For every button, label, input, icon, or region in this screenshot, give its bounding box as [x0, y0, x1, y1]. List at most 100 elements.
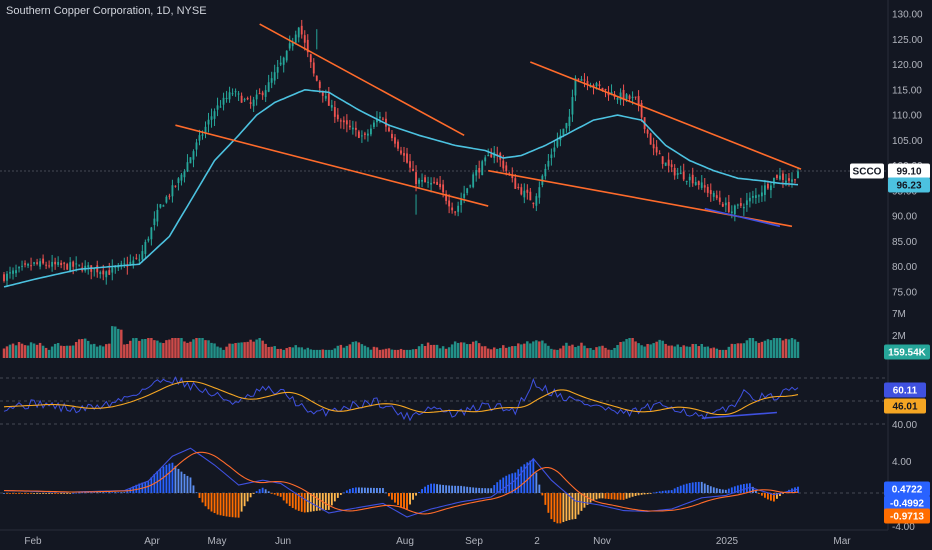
volume-bar: [514, 346, 517, 358]
volume-bar: [718, 349, 722, 358]
candle-body: [300, 25, 303, 35]
volume-bar: [216, 346, 219, 358]
candle-body: [369, 128, 372, 135]
price-tick-label: 130.00: [892, 10, 923, 21]
candle-body: [472, 174, 475, 188]
candle-body: [258, 93, 261, 95]
candle-body: [709, 190, 712, 195]
macd-histogram-bar: [360, 487, 363, 493]
rsi-signal-tag-bg: [884, 398, 926, 414]
macd-histogram-bar: [532, 459, 535, 493]
candle-body: [252, 99, 255, 107]
volume-bar: [550, 348, 553, 358]
macd-histogram-bar: [475, 487, 478, 493]
candle-body: [694, 182, 697, 186]
macd-histogram-bar: [394, 493, 396, 503]
candle-body: [135, 257, 138, 259]
symbol-tag: SCCO: [853, 167, 882, 178]
volume-bar: [538, 341, 541, 358]
candle-body: [791, 179, 793, 182]
macd-histogram-bar: [300, 493, 303, 512]
macd-histogram-bar: [258, 489, 261, 493]
volume-bar: [459, 342, 463, 358]
candle-body: [105, 271, 108, 278]
volume-bar: [321, 349, 325, 358]
candle-body: [129, 261, 132, 265]
macd-value-tag-bg: [884, 481, 930, 497]
volume-bar: [447, 347, 451, 358]
volume-bar: [553, 349, 556, 358]
candle-body: [45, 264, 48, 266]
volume-bar: [99, 345, 102, 358]
macd-histogram-bar: [273, 493, 276, 495]
macd-histogram-bar: [472, 487, 475, 493]
macd-histogram-bar: [538, 484, 541, 493]
macd-histogram-bar: [607, 493, 610, 500]
candle-body: [156, 209, 159, 222]
candle-body: [177, 178, 180, 183]
trendline-1: [259, 23, 465, 137]
macd-histogram-bar: [315, 493, 318, 511]
macd-histogram-bar: [766, 493, 769, 500]
candle-body: [703, 185, 706, 188]
macd-histogram-bar: [369, 487, 372, 493]
volume-bar: [390, 349, 394, 358]
volume-bar: [180, 338, 183, 358]
time-tick-label: Mar: [833, 536, 851, 547]
candle-body: [397, 141, 399, 149]
volume-bar: [601, 345, 604, 358]
candle-body: [99, 272, 102, 274]
candle-body: [556, 139, 559, 147]
macd-histogram-bar: [664, 490, 667, 493]
candle-body: [478, 168, 481, 173]
candle-body: [114, 267, 117, 269]
macd-histogram-bar: [183, 473, 186, 493]
volume-bar: [291, 347, 294, 358]
candle-body: [715, 195, 718, 199]
candle-body: [348, 125, 351, 128]
macd-histogram-bar: [779, 493, 781, 497]
candle-body: [207, 119, 210, 125]
volume-bar: [556, 349, 559, 358]
volume-bar: [204, 340, 207, 358]
macd-histogram-bar: [327, 493, 330, 510]
macd-histogram-bar: [102, 492, 105, 494]
time-tick-label: Feb: [24, 536, 42, 547]
volume-bar: [432, 344, 436, 358]
candle-body: [21, 265, 23, 267]
candle-body: [363, 133, 366, 135]
candle-body: [718, 197, 721, 202]
candle-body: [75, 263, 78, 265]
candle-body: [526, 189, 529, 193]
macd-histogram-bar: [406, 493, 408, 510]
macd-line: [3, 447, 799, 518]
macd-histogram-bar: [667, 490, 670, 493]
candle-body: [96, 265, 99, 273]
macd-histogram-bar: [715, 488, 718, 493]
volume-bar: [468, 344, 472, 358]
macd-histogram-bar: [773, 493, 775, 502]
candle-body: [736, 204, 739, 206]
candle-body: [770, 185, 772, 191]
candle-body: [210, 116, 213, 120]
candle-body: [108, 270, 111, 275]
candle-body: [574, 78, 577, 96]
volume-bar: [496, 348, 499, 358]
macd-histogram-bar: [673, 488, 676, 493]
candle-body: [577, 78, 580, 80]
candle-body: [204, 126, 207, 134]
macd-histogram-bar: [565, 493, 568, 521]
volume-bar: [159, 342, 162, 358]
candle-body: [147, 238, 150, 241]
candle-body: [297, 27, 300, 38]
last-price-tag: 99.10: [896, 167, 921, 178]
volume-bar: [35, 344, 39, 358]
macd-histogram-bar: [424, 486, 426, 493]
volume-bar: [240, 342, 243, 358]
volume-bar: [414, 349, 418, 358]
volume-bar: [520, 344, 523, 358]
candle-body: [198, 135, 201, 141]
candle-body: [321, 90, 324, 96]
volume-bar: [297, 347, 300, 358]
